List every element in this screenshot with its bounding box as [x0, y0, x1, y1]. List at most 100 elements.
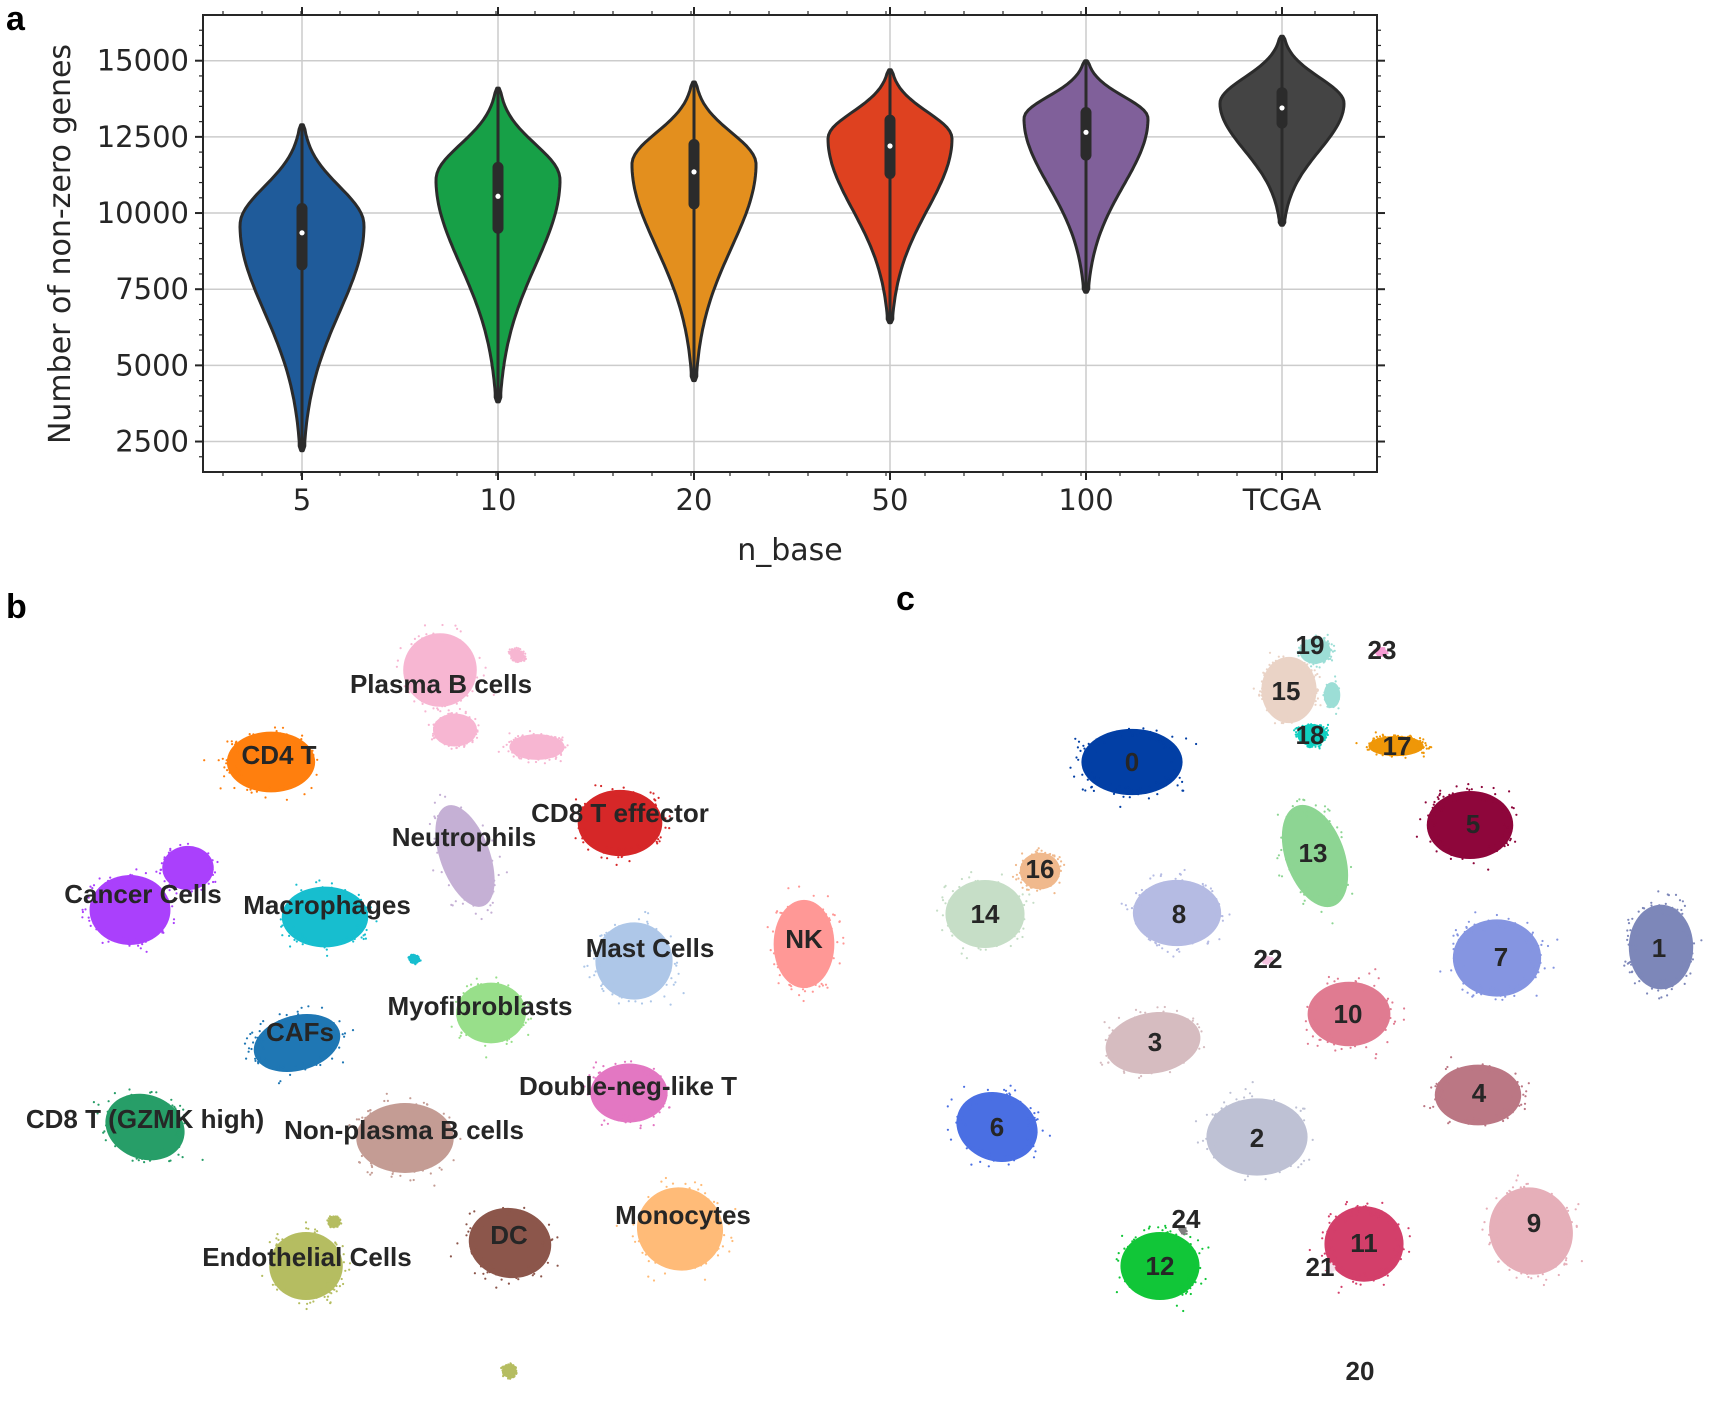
cell-point [1554, 1205, 1557, 1208]
cell-point [675, 953, 678, 956]
cell-point [621, 1066, 624, 1069]
cell-point [486, 850, 489, 853]
cell-point [495, 1271, 498, 1275]
cell-point [351, 1029, 355, 1032]
cell-point [559, 745, 562, 748]
cell-point [1142, 1235, 1145, 1238]
cell-point [1204, 895, 1207, 898]
cell-point [730, 1236, 733, 1239]
cell-point [264, 733, 267, 736]
cell-point [1012, 1104, 1016, 1107]
cell-point [1310, 665, 1313, 668]
cell-point [669, 1003, 672, 1006]
cell-point [128, 1098, 131, 1101]
cell-point [1496, 801, 1499, 804]
cell-point [109, 876, 112, 879]
cell-point [328, 1047, 331, 1050]
cell-point [1134, 911, 1137, 914]
cluster-points-cd8-t-effector [572, 784, 671, 867]
cell-point [542, 755, 545, 758]
cell-point [318, 1235, 321, 1238]
cell-point [291, 906, 294, 909]
cell-point [651, 983, 654, 986]
cell-point [1470, 931, 1473, 934]
cell-point [1488, 1065, 1491, 1068]
cell-point [584, 827, 588, 831]
cell-point [162, 1152, 166, 1155]
cell-point [1495, 1114, 1498, 1117]
cell-point [963, 1121, 966, 1124]
cell-point [583, 965, 586, 968]
cell-point [1279, 663, 1282, 666]
cell-point [460, 806, 463, 809]
cell-point [1440, 1089, 1443, 1093]
cell-point [1531, 931, 1534, 934]
cell-point [995, 944, 998, 948]
cell-point [414, 643, 417, 646]
cell-point [427, 1163, 430, 1166]
cell-point [617, 925, 621, 928]
cell-point [457, 888, 460, 891]
cell-point [501, 1034, 504, 1037]
cell-point [1302, 1135, 1305, 1138]
cell-point [1349, 1046, 1352, 1049]
cell-point [553, 738, 556, 741]
cell-point [505, 1037, 508, 1041]
cell-point [285, 907, 288, 910]
cell-point [364, 1116, 367, 1119]
cell-point [603, 933, 606, 937]
cell-point [949, 1138, 953, 1141]
cell-point [485, 985, 488, 988]
cell-point [487, 859, 490, 862]
cell-point [1044, 851, 1047, 855]
cell-point [1664, 902, 1667, 906]
cell-point [143, 1157, 146, 1160]
cell-point [197, 883, 200, 886]
cell-point [413, 637, 416, 641]
cell-point [630, 1060, 633, 1063]
cell-point [712, 1231, 715, 1234]
cell-point [357, 1118, 361, 1121]
cell-point [1002, 886, 1005, 889]
cell-point [158, 1155, 161, 1158]
cell-point [1003, 934, 1007, 937]
cell-point [1520, 1103, 1523, 1106]
cell-point [1274, 659, 1277, 662]
cell-point [649, 1071, 652, 1074]
cell-point [1283, 1110, 1286, 1113]
cell-point [508, 732, 511, 735]
cell-point [1391, 1001, 1394, 1004]
cell-point [1386, 1012, 1389, 1016]
cell-point [340, 1222, 343, 1225]
cell-point [1374, 1057, 1377, 1060]
cell-point [1155, 1294, 1158, 1298]
cell-point [1313, 812, 1316, 815]
cell-point [158, 1152, 161, 1155]
cell-point [1310, 1024, 1313, 1028]
cell-point [1315, 1004, 1318, 1007]
cell-point [502, 745, 505, 749]
cell-point [1365, 746, 1368, 749]
cell-point [491, 1268, 494, 1271]
cell-point [500, 1278, 503, 1281]
cell-point [1355, 1276, 1358, 1279]
cell-point [450, 1129, 453, 1132]
cell-point [592, 1076, 595, 1079]
cell-point [293, 1291, 297, 1294]
cell-point [1109, 783, 1112, 786]
cell-point [1179, 1288, 1182, 1291]
cell-point [1384, 751, 1387, 755]
cell-point [632, 791, 635, 794]
cell-point [366, 911, 369, 914]
cell-point [1325, 657, 1328, 660]
cell-point [647, 1275, 650, 1278]
cell-point [637, 918, 641, 921]
cell-point [474, 674, 477, 677]
cell-point [646, 988, 649, 991]
cell-point [1271, 665, 1274, 668]
cell-point [1452, 957, 1455, 960]
cell-point [1265, 668, 1268, 671]
cell-point [660, 1102, 664, 1105]
cell-point [1260, 680, 1263, 683]
cell-point [481, 1225, 484, 1228]
